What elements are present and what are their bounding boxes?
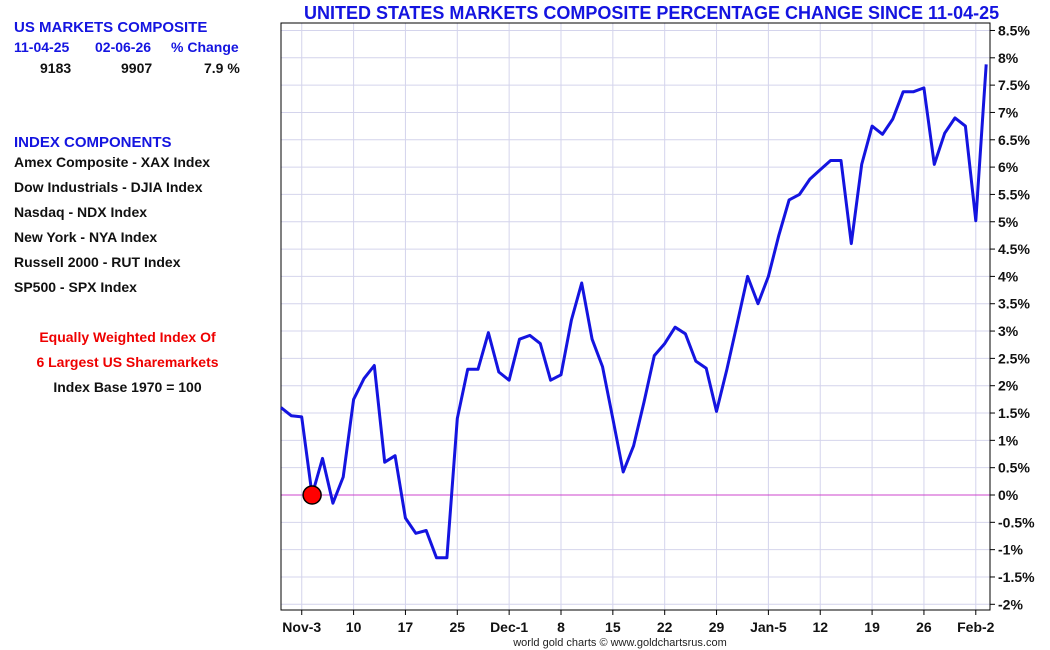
y-tick-label: 1.5% <box>998 405 1030 421</box>
x-tick-label: 8 <box>557 619 565 635</box>
y-tick-label: 3% <box>998 323 1019 339</box>
grid <box>281 23 990 610</box>
y-tick-label: 6% <box>998 159 1019 175</box>
start-value: 9183 <box>40 60 72 76</box>
y-tick-label: 7% <box>998 104 1019 120</box>
chart-title: UNITED STATES MARKETS COMPOSITE PERCENTA… <box>304 3 1000 23</box>
x-tick-label: Feb-2 <box>957 619 995 635</box>
x-tick-label: Jan-5 <box>750 619 787 635</box>
note-line-2: 6 Largest US Sharemarkets <box>36 354 219 370</box>
x-tick-label: Nov-3 <box>282 619 321 635</box>
end-value: 9907 <box>121 60 153 76</box>
y-tick-label: 8% <box>998 50 1019 66</box>
y-tick-label: 5% <box>998 214 1019 230</box>
x-tick-label: 12 <box>812 619 828 635</box>
components-title: INDEX COMPONENTS <box>14 134 172 151</box>
x-tick-label: 29 <box>709 619 725 635</box>
x-tick-label: 15 <box>605 619 621 635</box>
credit-text: world gold charts © www.goldchartsrus.co… <box>513 637 727 649</box>
x-tick-label: 25 <box>450 619 466 635</box>
y-tick-label: 3.5% <box>998 296 1030 312</box>
note-line-1: Equally Weighted Index Of <box>39 329 216 345</box>
x-tick-label: Dec-1 <box>490 619 528 635</box>
summary-title: US MARKETS COMPOSITE <box>14 19 208 36</box>
y-tick-label: 4.5% <box>998 241 1030 257</box>
component-item: New York - NYA Index <box>14 229 158 245</box>
x-axis: Nov-3 10 17 25 Dec-1 8 15 22 29 Jan-5 12 19 26 Feb-2 <box>282 610 995 635</box>
y-tick-label: -1% <box>998 542 1023 558</box>
y-tick-label: 1% <box>998 432 1019 448</box>
y-tick-label: 0% <box>998 487 1019 503</box>
x-tick-label: 22 <box>657 619 673 635</box>
component-item: Dow Industrials - DJIA Index <box>14 179 203 195</box>
change-header: % Change <box>171 39 239 55</box>
y-tick-label: 6.5% <box>998 132 1030 148</box>
component-item: Russell 2000 - RUT Index <box>14 254 181 270</box>
end-date-header: 02-06-26 <box>95 39 152 55</box>
component-item: Amex Composite - XAX Index <box>14 154 211 170</box>
x-tick-label: 19 <box>864 619 880 635</box>
y-tick-label: -1.5% <box>998 569 1035 585</box>
change-value: 7.9 % <box>204 60 240 76</box>
y-tick-label: 5.5% <box>998 186 1030 202</box>
y-tick-label: -0.5% <box>998 514 1035 530</box>
note-line-3: Index Base 1970 = 100 <box>53 379 202 395</box>
y-tick-label: -2% <box>998 596 1023 612</box>
start-marker <box>302 485 322 505</box>
y-tick-label: 0.5% <box>998 460 1030 476</box>
start-date-header: 11-04-25 <box>14 39 70 55</box>
y-tick-label: 4% <box>998 268 1019 284</box>
x-tick-label: 26 <box>916 619 932 635</box>
y-axis: -2% -1.5% -1% -0.5% 0% 0.5% 1% 1.5% 2% 2.5% 3% 3.5%… <box>990 22 1035 612</box>
y-tick-label: 7.5% <box>998 77 1030 93</box>
series-line <box>280 64 988 560</box>
plot-frame <box>280 22 991 611</box>
y-tick-label: 8.5% <box>998 22 1030 38</box>
y-tick-label: 2% <box>998 378 1019 394</box>
y-tick-label: 2.5% <box>998 350 1030 366</box>
x-tick-label: 10 <box>346 619 362 635</box>
component-item: SP500 - SPX Index <box>14 279 137 295</box>
component-item: Nasdaq - NDX Index <box>14 204 148 220</box>
x-tick-label: 17 <box>398 619 414 635</box>
